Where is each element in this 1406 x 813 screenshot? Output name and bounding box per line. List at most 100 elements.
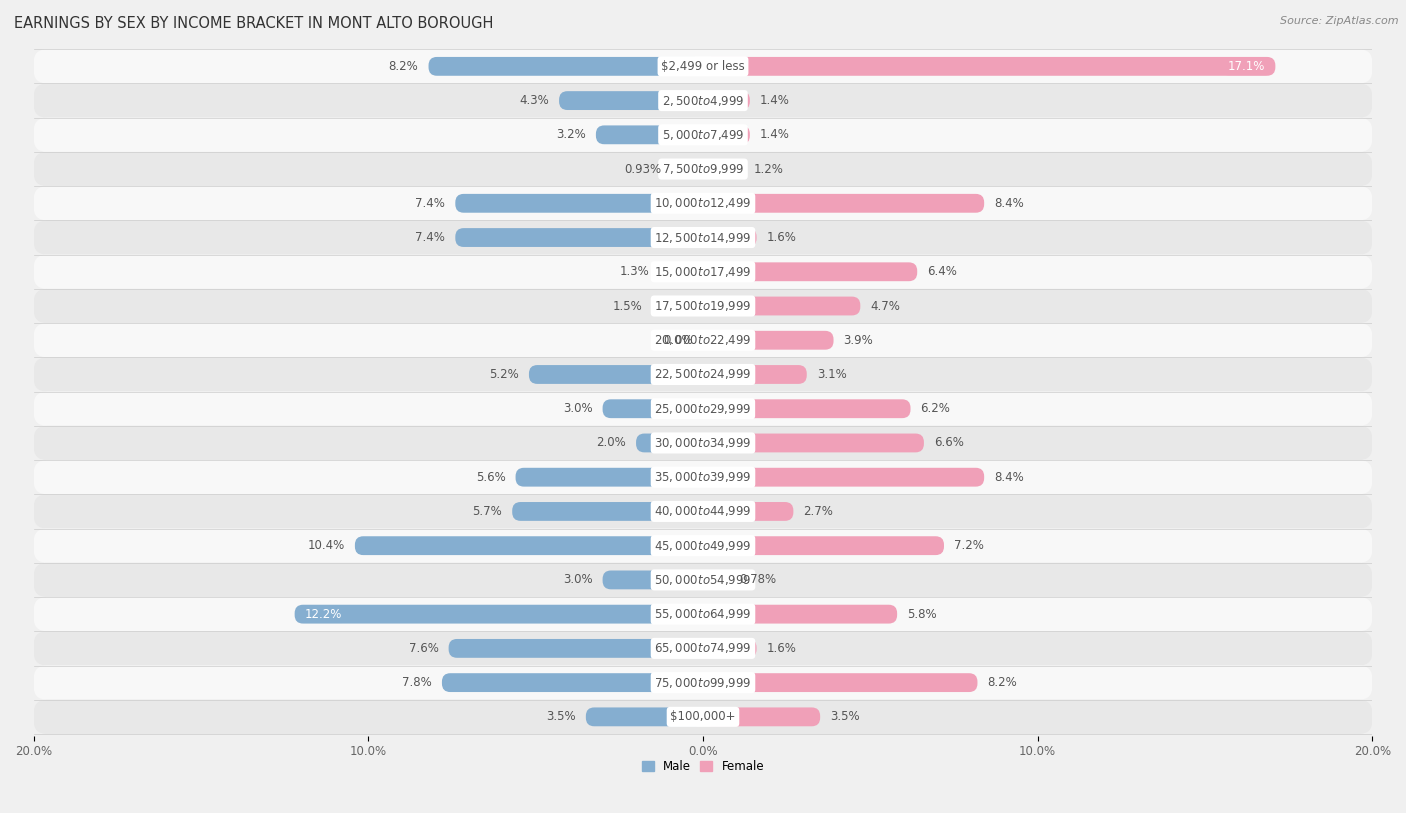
Text: 3.0%: 3.0%: [562, 402, 592, 415]
Text: 8.4%: 8.4%: [994, 197, 1024, 210]
Text: EARNINGS BY SEX BY INCOME BRACKET IN MONT ALTO BOROUGH: EARNINGS BY SEX BY INCOME BRACKET IN MON…: [14, 16, 494, 31]
Text: 3.5%: 3.5%: [546, 711, 576, 724]
FancyBboxPatch shape: [703, 571, 730, 589]
Text: $40,000 to $44,999: $40,000 to $44,999: [654, 504, 752, 519]
Text: $50,000 to $54,999: $50,000 to $54,999: [654, 573, 752, 587]
FancyBboxPatch shape: [703, 297, 860, 315]
FancyBboxPatch shape: [703, 605, 897, 624]
Text: 6.4%: 6.4%: [928, 265, 957, 278]
Text: $45,000 to $49,999: $45,000 to $49,999: [654, 539, 752, 553]
FancyBboxPatch shape: [34, 666, 1372, 700]
Text: 5.6%: 5.6%: [475, 471, 506, 484]
FancyBboxPatch shape: [703, 125, 749, 144]
FancyBboxPatch shape: [636, 433, 703, 452]
FancyBboxPatch shape: [354, 537, 703, 555]
Text: $10,000 to $12,499: $10,000 to $12,499: [654, 196, 752, 211]
FancyBboxPatch shape: [34, 50, 1372, 84]
Text: $100,000+: $100,000+: [671, 711, 735, 724]
FancyBboxPatch shape: [560, 91, 703, 110]
Text: $2,499 or less: $2,499 or less: [661, 60, 745, 73]
FancyBboxPatch shape: [295, 605, 703, 624]
FancyBboxPatch shape: [34, 358, 1372, 392]
Text: 8.2%: 8.2%: [388, 60, 419, 73]
Text: 3.0%: 3.0%: [562, 573, 592, 586]
Text: 2.7%: 2.7%: [803, 505, 834, 518]
Text: 7.8%: 7.8%: [402, 676, 432, 689]
FancyBboxPatch shape: [34, 460, 1372, 494]
FancyBboxPatch shape: [34, 563, 1372, 597]
Legend: Male, Female: Male, Female: [637, 755, 769, 778]
Text: 10.4%: 10.4%: [308, 539, 344, 552]
FancyBboxPatch shape: [596, 125, 703, 144]
FancyBboxPatch shape: [34, 631, 1372, 666]
Text: 1.6%: 1.6%: [766, 231, 796, 244]
FancyBboxPatch shape: [34, 392, 1372, 426]
FancyBboxPatch shape: [703, 91, 749, 110]
Text: $20,000 to $22,499: $20,000 to $22,499: [654, 333, 752, 347]
Text: $5,000 to $7,499: $5,000 to $7,499: [662, 128, 744, 141]
Text: 1.3%: 1.3%: [620, 265, 650, 278]
Text: 4.3%: 4.3%: [519, 94, 548, 107]
Text: 1.6%: 1.6%: [766, 642, 796, 655]
Text: 0.0%: 0.0%: [664, 334, 693, 347]
Text: $30,000 to $34,999: $30,000 to $34,999: [654, 436, 752, 450]
FancyBboxPatch shape: [703, 673, 977, 692]
Text: $35,000 to $39,999: $35,000 to $39,999: [654, 470, 752, 485]
Text: $2,500 to $4,999: $2,500 to $4,999: [662, 93, 744, 107]
FancyBboxPatch shape: [672, 159, 703, 179]
FancyBboxPatch shape: [512, 502, 703, 521]
Text: $22,500 to $24,999: $22,500 to $24,999: [654, 367, 752, 381]
FancyBboxPatch shape: [703, 331, 834, 350]
FancyBboxPatch shape: [659, 263, 703, 281]
FancyBboxPatch shape: [586, 707, 703, 726]
FancyBboxPatch shape: [703, 263, 917, 281]
Text: 0.93%: 0.93%: [624, 163, 662, 176]
Text: $75,000 to $99,999: $75,000 to $99,999: [654, 676, 752, 689]
Text: $7,500 to $9,999: $7,500 to $9,999: [662, 162, 744, 176]
FancyBboxPatch shape: [652, 297, 703, 315]
Text: 7.2%: 7.2%: [955, 539, 984, 552]
Text: $25,000 to $29,999: $25,000 to $29,999: [654, 402, 752, 415]
FancyBboxPatch shape: [703, 639, 756, 658]
FancyBboxPatch shape: [703, 365, 807, 384]
FancyBboxPatch shape: [703, 433, 924, 452]
Text: 12.2%: 12.2%: [305, 607, 342, 620]
FancyBboxPatch shape: [703, 159, 744, 179]
FancyBboxPatch shape: [703, 467, 984, 487]
Text: $15,000 to $17,499: $15,000 to $17,499: [654, 265, 752, 279]
FancyBboxPatch shape: [703, 193, 984, 213]
Text: 5.2%: 5.2%: [489, 368, 519, 381]
FancyBboxPatch shape: [703, 502, 793, 521]
Text: 1.4%: 1.4%: [759, 94, 790, 107]
Text: 7.4%: 7.4%: [415, 231, 446, 244]
Text: $12,500 to $14,999: $12,500 to $14,999: [654, 231, 752, 245]
FancyBboxPatch shape: [34, 254, 1372, 289]
FancyBboxPatch shape: [703, 228, 756, 247]
Text: 8.2%: 8.2%: [987, 676, 1018, 689]
Text: 7.4%: 7.4%: [415, 197, 446, 210]
FancyBboxPatch shape: [703, 707, 820, 726]
FancyBboxPatch shape: [34, 426, 1372, 460]
Text: 17.1%: 17.1%: [1227, 60, 1265, 73]
FancyBboxPatch shape: [34, 289, 1372, 323]
FancyBboxPatch shape: [34, 597, 1372, 631]
FancyBboxPatch shape: [34, 528, 1372, 563]
Text: 0.78%: 0.78%: [740, 573, 776, 586]
Text: 3.1%: 3.1%: [817, 368, 846, 381]
Text: 3.9%: 3.9%: [844, 334, 873, 347]
Text: 1.5%: 1.5%: [613, 299, 643, 312]
FancyBboxPatch shape: [34, 118, 1372, 152]
FancyBboxPatch shape: [34, 700, 1372, 734]
Text: 3.2%: 3.2%: [557, 128, 586, 141]
FancyBboxPatch shape: [703, 57, 1275, 76]
FancyBboxPatch shape: [449, 639, 703, 658]
Text: 1.2%: 1.2%: [754, 163, 783, 176]
Text: $55,000 to $64,999: $55,000 to $64,999: [654, 607, 752, 621]
Text: 2.0%: 2.0%: [596, 437, 626, 450]
FancyBboxPatch shape: [516, 467, 703, 487]
FancyBboxPatch shape: [34, 152, 1372, 186]
Text: 8.4%: 8.4%: [994, 471, 1024, 484]
Text: 6.6%: 6.6%: [934, 437, 965, 450]
Text: $17,500 to $19,999: $17,500 to $19,999: [654, 299, 752, 313]
FancyBboxPatch shape: [441, 673, 703, 692]
